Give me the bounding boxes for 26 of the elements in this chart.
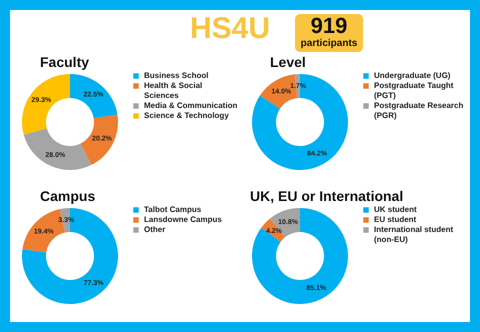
- donut-slice: [22, 208, 118, 304]
- legend-label: UK student: [374, 205, 417, 214]
- chart-title: UK, EU or International: [250, 188, 404, 204]
- legend-label: International student (non-EU): [374, 225, 454, 244]
- legend-label: Postgraduate Research (PGR): [374, 101, 464, 120]
- donut-slice: [22, 74, 70, 135]
- legend-label: Postgraduate Taught (PGT): [374, 81, 454, 100]
- legend-label: Lansdowne Campus: [144, 215, 222, 224]
- chart-title: Faculty: [40, 54, 90, 70]
- donut-slice: [24, 128, 92, 170]
- callout-box: 919 participants: [295, 14, 363, 52]
- legend-label: Health & Social Sciences: [144, 81, 202, 100]
- donut-slice: [70, 74, 118, 118]
- legend-label: Media & Communication: [144, 101, 238, 110]
- donut-slice: [252, 74, 348, 170]
- text: HS4U: [190, 12, 270, 46]
- chart-title: Campus: [40, 188, 96, 204]
- legend-label: Science & Technology: [144, 111, 230, 120]
- donut-slice: [252, 208, 348, 304]
- donut-slice: [80, 114, 118, 166]
- legend-label: EU student: [374, 215, 417, 224]
- legend-label: Business School: [144, 71, 208, 80]
- legend-label: Other: [144, 225, 166, 234]
- legend-label: Talbot Campus: [144, 205, 202, 214]
- chart-title: Level: [270, 54, 306, 70]
- legend-label: Undergraduate (UG): [374, 71, 451, 80]
